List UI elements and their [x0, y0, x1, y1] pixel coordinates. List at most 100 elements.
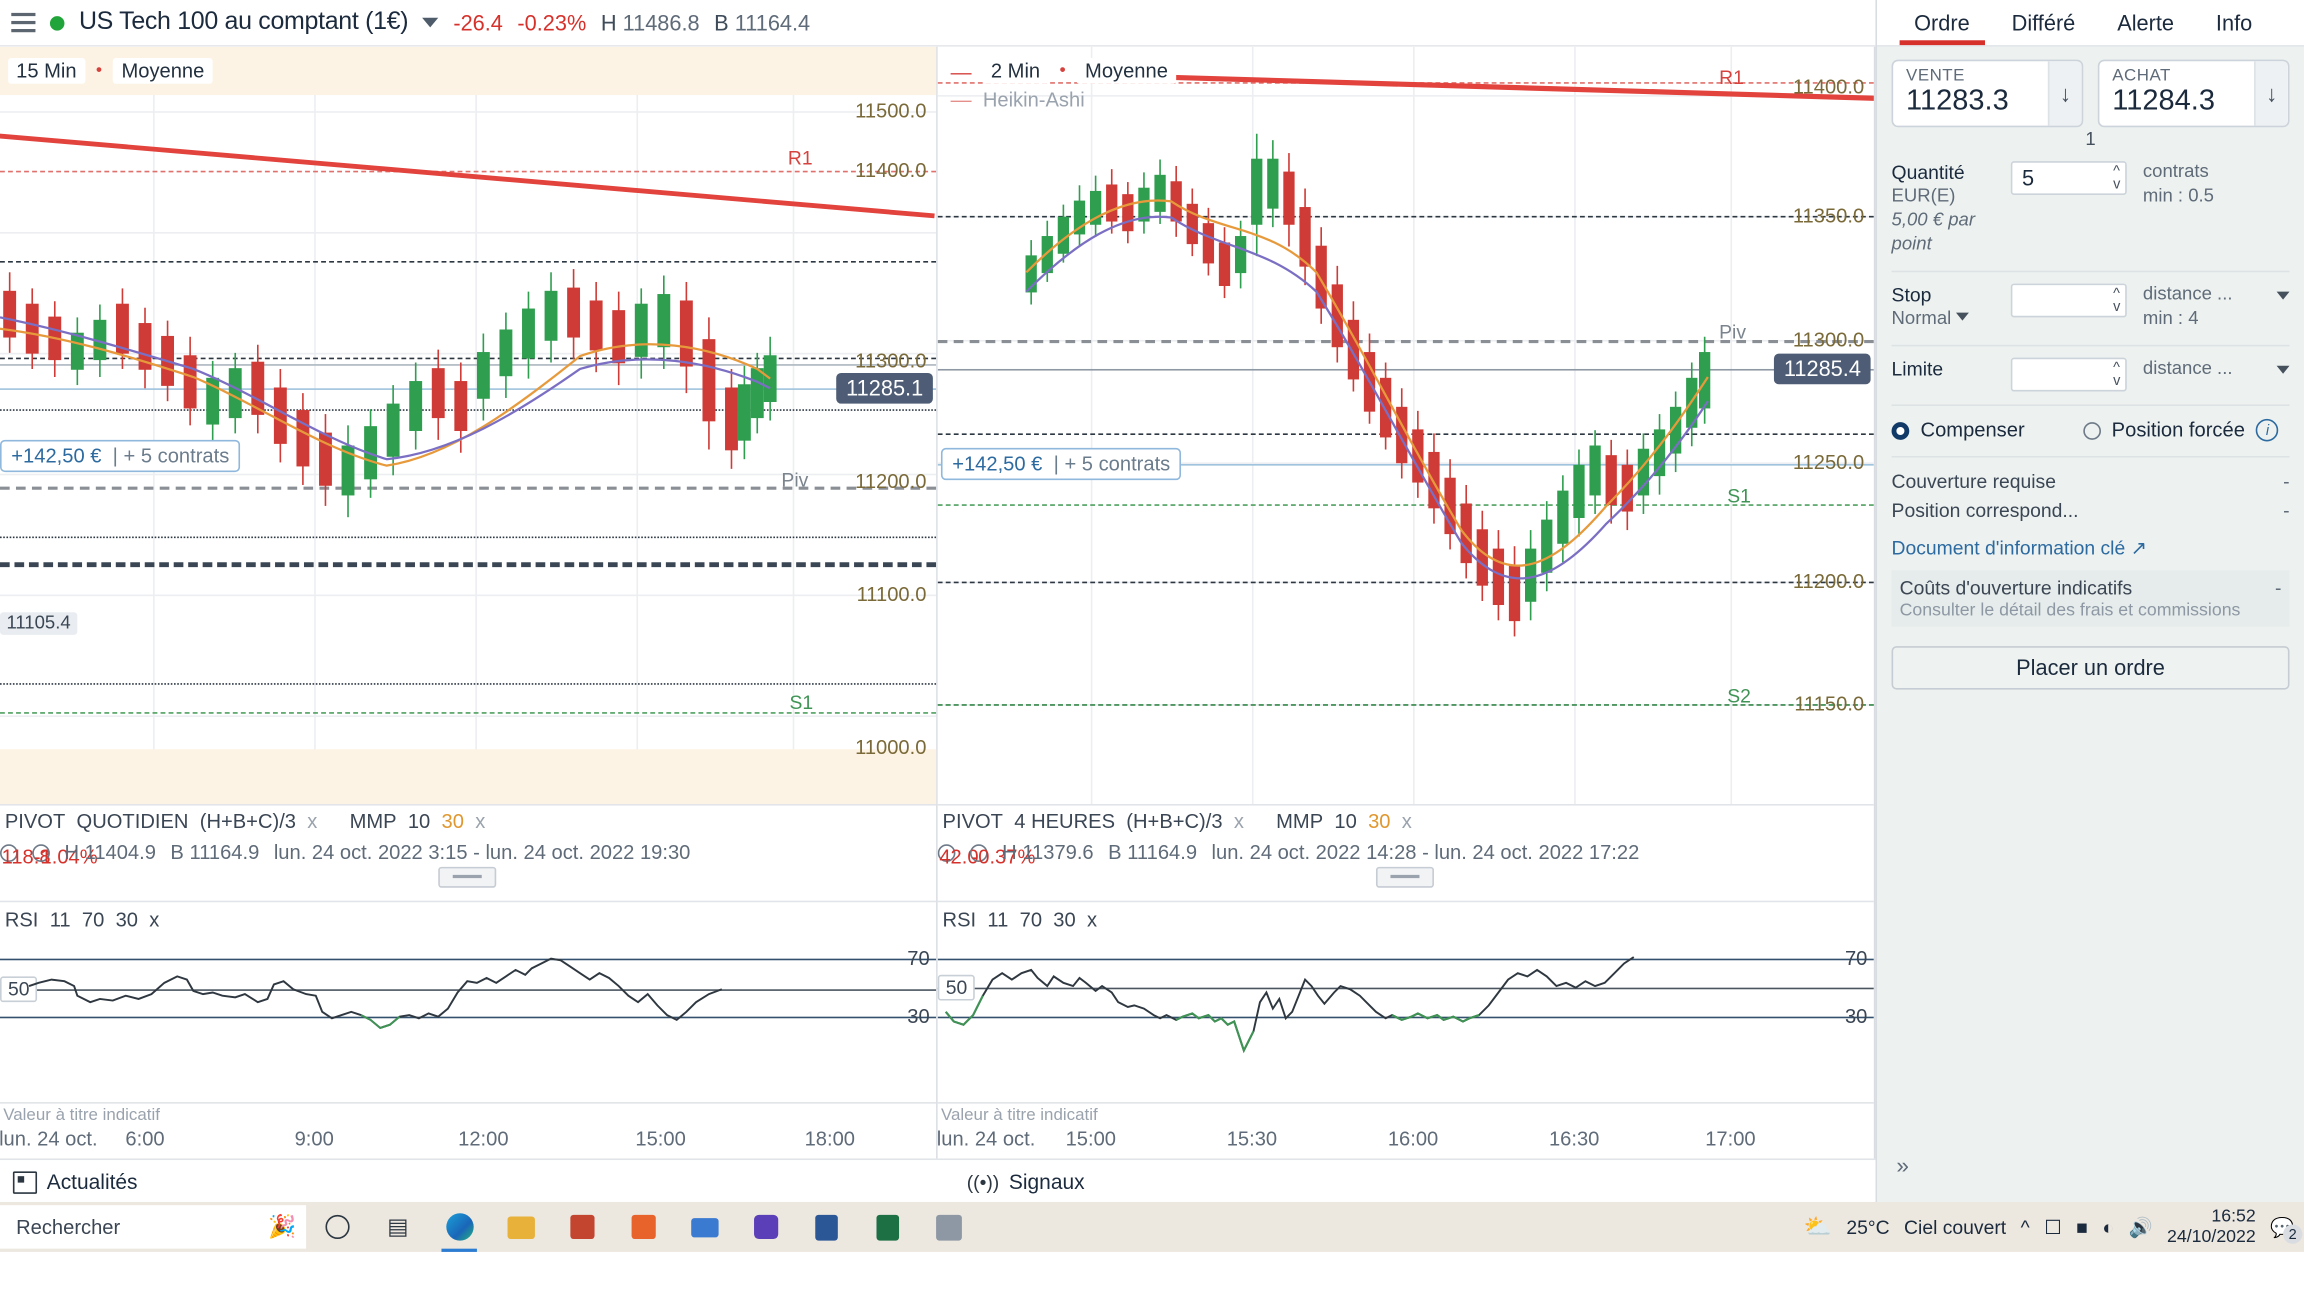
- kid-document-link[interactable]: Document d'information clé ↗: [1891, 536, 2147, 560]
- overlay-chip[interactable]: Moyenne: [113, 58, 213, 84]
- tab-info[interactable]: Info: [2215, 10, 2253, 35]
- system-tray[interactable]: ⛅ 25°C Ciel couvert ^ ☐ ■ ◐ 🔊 16:52 24/1…: [1803, 1206, 2303, 1248]
- radio-compenser[interactable]: [1891, 421, 1910, 440]
- buy-caption: ACHAT: [2112, 66, 2171, 86]
- chart-right-toolbar[interactable]: — 2 Min • Moyenne: [951, 58, 1176, 84]
- chevron-down-icon[interactable]: [2276, 291, 2290, 300]
- clock[interactable]: 16:52 24/10/2022: [2167, 1206, 2256, 1248]
- notifications-icon[interactable]: 💬 2: [2270, 1216, 2303, 1244]
- stop-stepper[interactable]: ^ v: [2113, 285, 2121, 315]
- chevron-down-icon[interactable]: [2276, 365, 2290, 374]
- task-view-icon[interactable]: ▤: [387, 1213, 409, 1240]
- last-price-tag-right: 11285.4: [1774, 353, 1871, 385]
- expand-chevron-icon[interactable]: »: [1896, 1152, 1909, 1178]
- chart-scroll-handle[interactable]: [438, 866, 497, 888]
- position-mode-row[interactable]: Compenser Position forcée i: [1891, 406, 2290, 458]
- news-tab-actualites[interactable]: Actualités: [12, 1170, 138, 1194]
- chevron-down-icon[interactable]: [422, 17, 439, 28]
- chart-left-15min[interactable]: R1 Piv S1: [0, 46, 938, 1159]
- limit-stepper[interactable]: ^ v: [2113, 359, 2121, 389]
- close-icon[interactable]: x: [1086, 908, 1098, 932]
- candle-type-row[interactable]: — Heikin-Ashi: [950, 87, 1085, 112]
- quantity-stepper[interactable]: ^ v: [2113, 162, 2121, 192]
- edge-icon[interactable]: [429, 1202, 490, 1252]
- wifi-icon[interactable]: ◐: [2102, 1215, 2114, 1239]
- close-icon[interactable]: x: [149, 908, 160, 932]
- position-pl-tag-left[interactable]: +142,50 € | + 5 contrats: [0, 439, 241, 473]
- tray-expand-icon[interactable]: ^: [2020, 1215, 2030, 1239]
- app-icon[interactable]: [735, 1202, 796, 1252]
- place-order-button[interactable]: Placer un ordre: [1891, 646, 2290, 690]
- excel-icon[interactable]: [857, 1202, 918, 1252]
- close-icon[interactable]: x: [1233, 810, 1244, 833]
- limit-side-info[interactable]: distance ...: [2127, 358, 2290, 382]
- arrow-down-icon[interactable]: ↓: [2254, 61, 2288, 126]
- quantity-row[interactable]: Quantité EUR(E) 5,00 € par point 5 ^ v co…: [1891, 150, 2290, 273]
- mail-icon[interactable]: [673, 1202, 734, 1252]
- store-icon[interactable]: [551, 1202, 612, 1252]
- menu-icon[interactable]: [11, 12, 36, 33]
- weather-icon[interactable]: ⛅: [1803, 1213, 1832, 1240]
- info-icon[interactable]: i: [2256, 418, 2279, 442]
- close-icon[interactable]: x: [475, 810, 486, 833]
- indicator-formula: (H+B+C)/3: [1126, 810, 1223, 833]
- volume-icon[interactable]: 🔊: [2128, 1215, 2153, 1239]
- limit-row[interactable]: Limite ^ v distance ...: [1891, 346, 2290, 407]
- quantity-input[interactable]: 5 ^ v: [2010, 161, 2127, 195]
- chevron-down-icon[interactable]: [1956, 312, 1969, 321]
- tab-differe[interactable]: Différé: [2011, 10, 2076, 35]
- indicator-legend-right[interactable]: PIVOT 4 HEURES (H+B+C)/3 x MMP 10 30 x: [943, 810, 1412, 833]
- position-pl-tag-right[interactable]: +142,50 € | + 5 contrats: [940, 447, 1182, 481]
- row-value: -: [2283, 499, 2290, 523]
- timeframe-chip[interactable]: 15 Min: [8, 58, 85, 84]
- rsi-legend-right[interactable]: RSI 11 70 30 x: [943, 909, 1097, 932]
- stop-input[interactable]: ^ v: [2010, 283, 2127, 318]
- word-icon[interactable]: [796, 1202, 857, 1252]
- chart-right-2min[interactable]: R1 Piv S1 S2: [937, 46, 1876, 1159]
- radio-compenser-label[interactable]: Compenser: [1920, 418, 2025, 442]
- outlook-icon[interactable]: [612, 1202, 673, 1252]
- rsi-legend-left[interactable]: RSI 11 70 30 x: [5, 909, 159, 932]
- radio-position-forcee[interactable]: [2082, 421, 2101, 440]
- bid-ask-row[interactable]: VENTE 11283.3 ↓ ACHAT 11284.3 ↓: [1891, 59, 2290, 128]
- news-tab-signaux[interactable]: ((•)) Signaux: [966, 1169, 1085, 1194]
- windows-taskbar[interactable]: Rechercher 🎉 ▤: [0, 1201, 2304, 1252]
- tab-alerte[interactable]: Alerte: [2117, 10, 2175, 35]
- trading-app-icon[interactable]: [918, 1202, 979, 1252]
- chart-left-toolbar[interactable]: 15 Min • Moyenne: [8, 58, 213, 84]
- rsi-pane-right[interactable]: RSI 11 70 30 x 70 30 50: [937, 900, 1874, 1104]
- search-input[interactable]: Rechercher 🎉: [0, 1205, 307, 1249]
- weather-temp[interactable]: 25°C: [1846, 1215, 1890, 1239]
- weather-desc[interactable]: Ciel couvert: [1904, 1215, 2007, 1239]
- indicator-pane-right[interactable]: PIVOT 4 HEURES (H+B+C)/3 x MMP 10 30 x 4…: [937, 803, 1874, 902]
- arrow-down-icon[interactable]: ↓: [2047, 61, 2082, 126]
- sell-button[interactable]: VENTE 11283.3 ↓: [1891, 59, 2084, 128]
- rsi-pane-left[interactable]: RSI 11 70 30 x 70 30 50: [0, 900, 937, 1104]
- radio-position-forcee-label[interactable]: Position forcée: [2111, 418, 2245, 442]
- close-icon[interactable]: x: [1401, 810, 1412, 833]
- stop-row[interactable]: Stop Normal ^ v distance ... min : 4: [1891, 272, 2290, 347]
- price-pane-right[interactable]: R1 Piv S1 S2: [937, 46, 1874, 804]
- battery-icon[interactable]: ■: [2076, 1215, 2088, 1239]
- onedrive-icon[interactable]: ☐: [2044, 1215, 2062, 1239]
- overlay-chip[interactable]: Moyenne: [1076, 58, 1176, 84]
- buy-button[interactable]: ACHAT 11284.3 ↓: [2097, 59, 2290, 128]
- news-bar[interactable]: Actualités ((•)) Signaux: [0, 1158, 1876, 1204]
- timeframe-chip[interactable]: 2 Min: [982, 58, 1049, 84]
- indicator-legend-left[interactable]: PIVOT QUOTIDIEN (H+B+C)/3 x MMP 10 30 x: [5, 810, 485, 833]
- indicator-pane-left[interactable]: PIVOT QUOTIDIEN (H+B+C)/3 x MMP 10 30 x …: [0, 803, 937, 902]
- ticket-tabs[interactable]: Ordre Différé Alerte Info: [1877, 0, 2304, 47]
- stop-type-select[interactable]: Normal: [1892, 308, 2011, 332]
- order-ticket-panel[interactable]: Ordre Différé Alerte Info VENTE 11283.3 …: [1875, 0, 2304, 1206]
- stop-side-info[interactable]: distance ... min : 4: [2127, 284, 2290, 332]
- instrument-name[interactable]: US Tech 100 au comptant (1€): [78, 8, 409, 36]
- candle-type-chip[interactable]: Heikin-Ashi: [982, 87, 1085, 111]
- price-pane-left[interactable]: R1 Piv S1: [0, 46, 937, 804]
- external-link-icon[interactable]: ↗: [2130, 536, 2147, 560]
- cortana-icon[interactable]: [306, 1202, 367, 1252]
- close-icon[interactable]: x: [307, 810, 318, 833]
- chart-scroll-handle[interactable]: [1375, 866, 1434, 888]
- limit-input[interactable]: ^ v: [2010, 357, 2127, 392]
- tab-ordre[interactable]: Ordre: [1893, 0, 1991, 46]
- file-explorer-icon[interactable]: [490, 1202, 551, 1252]
